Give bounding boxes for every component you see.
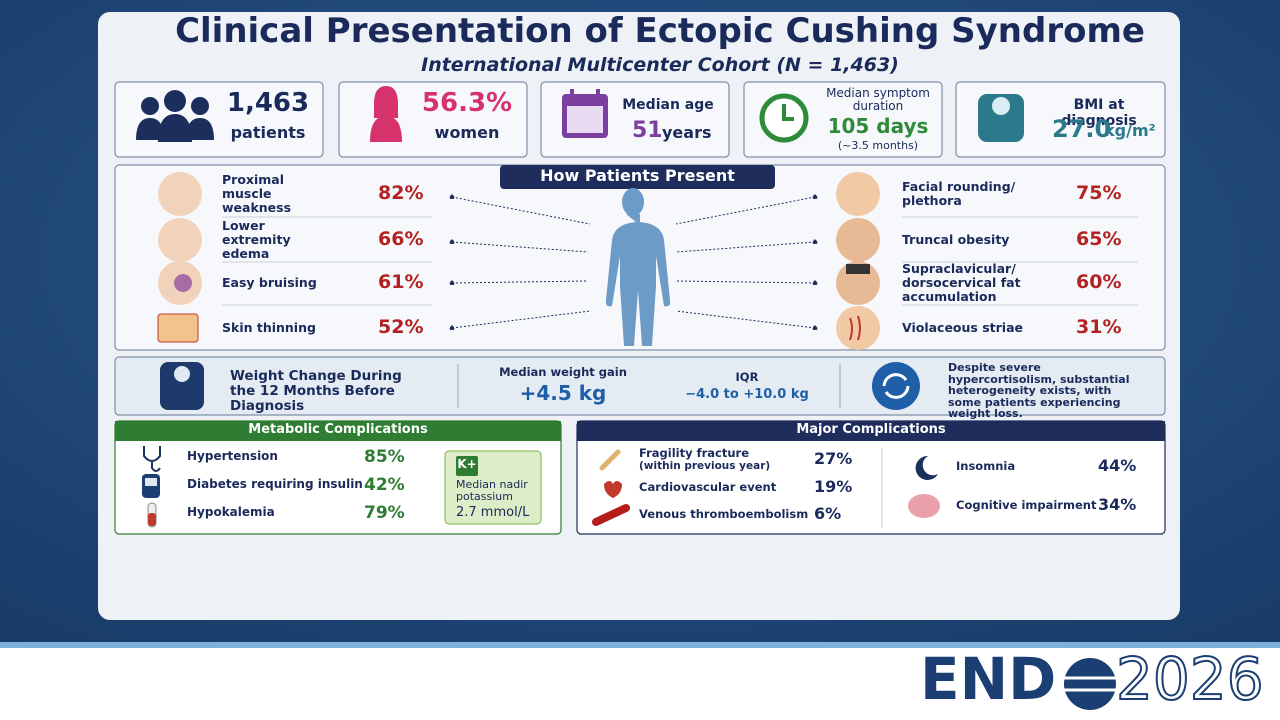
stat-value: 105 days <box>827 114 929 138</box>
row-separators <box>222 216 1138 306</box>
complication-value: 19% <box>814 477 853 496</box>
complication-label: Hypertension <box>187 449 278 463</box>
symptom-label: Easy bruising <box>222 275 317 290</box>
stat-label: BMI at diagnosis <box>1061 97 1137 129</box>
major-title: Major Complications <box>796 422 946 437</box>
scale-icon <box>978 94 1024 142</box>
stat-label: Median age <box>622 97 714 113</box>
iqr-label: IQR <box>735 370 759 384</box>
logo-globe <box>1064 658 1116 710</box>
complication-label: Insomnia <box>956 459 1016 473</box>
stat-unit: years <box>662 123 712 142</box>
complication-label: Hypokalemia <box>187 505 275 519</box>
weight-title: Weight Change During the 12 Months Befor… <box>230 368 402 415</box>
complication-value: 79% <box>364 503 405 523</box>
complication-value: 34% <box>1098 495 1137 514</box>
major-icons <box>592 449 940 526</box>
cycle-icon <box>872 362 920 410</box>
complication-note: (within previous year) <box>639 460 771 472</box>
symptom-value: 52% <box>378 316 424 338</box>
potassium-badge-text: K+ <box>457 457 477 471</box>
complication-value: 44% <box>1098 456 1137 475</box>
logo-left: END <box>920 645 1057 713</box>
logo-right: 2026 <box>1115 645 1265 713</box>
symptom-label: Lower extremity edema <box>222 218 291 261</box>
stat-value: 27.0 <box>1052 115 1112 143</box>
symptom-label: Supraclavicular/ dorsocervical fat accum… <box>902 261 1021 304</box>
symptom-label: Skin thinning <box>222 320 316 335</box>
median-label: Median weight gain <box>499 365 627 379</box>
symptom-value: 82% <box>378 182 424 204</box>
potassium-label: Median nadir potassium <box>456 478 528 503</box>
complication-value: 42% <box>364 475 405 495</box>
complication-label: Venous thromboembolism <box>639 507 809 521</box>
symptom-value: 61% <box>378 271 424 293</box>
title: Clinical Presentation of Ectopic Cushing… <box>175 11 1145 51</box>
complication-label: Cognitive impairment <box>956 498 1097 512</box>
subtitle: International Multicenter Cohort (N = 1,… <box>421 54 899 76</box>
median-value: +4.5 kg <box>519 381 607 405</box>
stat-note: (~3.5 months) <box>837 139 919 152</box>
complication-value: 27% <box>814 449 853 468</box>
symptom-label: Facial rounding/ plethora <box>902 179 1016 208</box>
symptom-label: Truncal obesity <box>902 232 1010 247</box>
stat-label: patients <box>230 123 306 142</box>
complication-value: 6% <box>814 504 842 523</box>
complication-value: 85% <box>364 447 405 467</box>
stat-value: 51 <box>632 118 663 143</box>
symptom-label: Proximal muscle weakness <box>222 172 292 215</box>
major-header <box>577 421 1165 441</box>
symptom-value: 65% <box>1076 228 1122 250</box>
stat-unit: kg/m² <box>1104 121 1156 140</box>
stat-value: 56.3% <box>421 88 513 118</box>
potassium-value: 2.7 mmol/L <box>456 505 530 520</box>
symptom-value: 31% <box>1076 316 1122 338</box>
symptom-label: Violaceous striae <box>902 320 1023 335</box>
woman-icon <box>370 86 402 142</box>
section-pill <box>500 165 775 189</box>
calendar-icon <box>562 89 608 138</box>
complication-label: Fragility fracture <box>639 446 750 460</box>
symptom-value: 66% <box>378 228 424 250</box>
weight-note: Despite severe hypercortisolism, substan… <box>948 361 1130 421</box>
footer-rule <box>0 642 1280 648</box>
complication-label: Cardiovascular event <box>639 480 777 494</box>
weight-scale-icon <box>160 362 204 410</box>
metabolic-header <box>115 421 561 441</box>
symptom-value: 75% <box>1076 182 1122 204</box>
iqr-value: −4.0 to +10.0 kg <box>685 387 809 402</box>
connector-lines <box>449 194 818 331</box>
body-silhouette <box>605 188 671 346</box>
stat-label: Median symptom duration <box>826 86 930 114</box>
clock-icon <box>759 93 809 143</box>
people-icon <box>136 90 214 142</box>
metabolic-title: Metabolic Complications <box>248 422 428 437</box>
symptom-value: 60% <box>1076 271 1122 293</box>
section-title: How Patients Present <box>540 166 735 185</box>
symptom-icons <box>157 172 880 350</box>
potassium-badge <box>456 456 478 476</box>
complication-label: Diabetes requiring insulin <box>187 477 363 491</box>
metabolic-icons <box>142 446 161 528</box>
stat-label: women <box>434 123 500 142</box>
stat-value: 1,463 <box>226 88 310 118</box>
